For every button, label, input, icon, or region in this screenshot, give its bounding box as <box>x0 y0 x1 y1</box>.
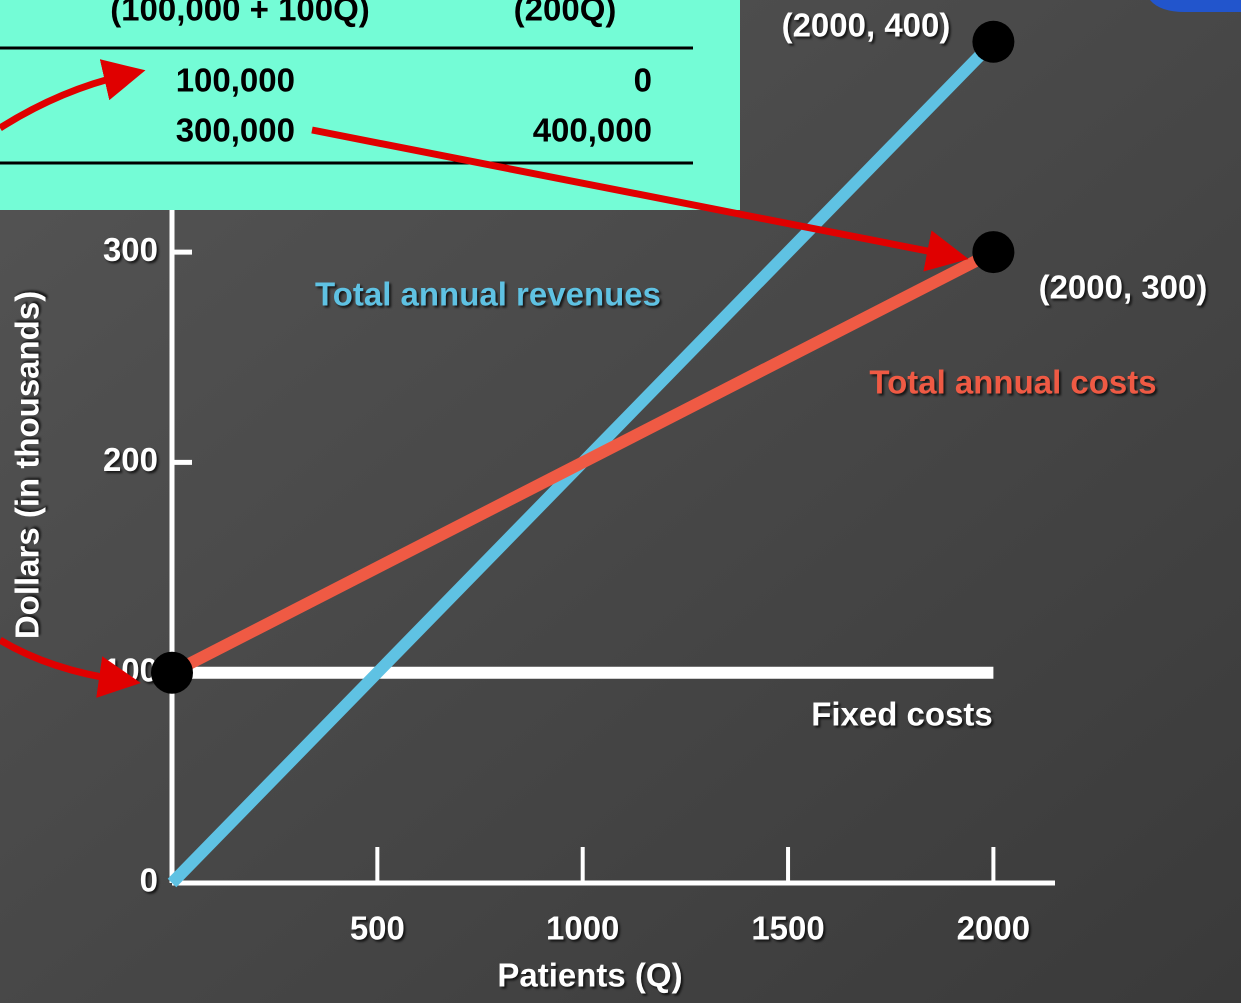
table-box <box>0 0 740 210</box>
point-label: (2000, 400) <box>782 7 951 44</box>
legend-label: Total annual revenues <box>315 276 661 313</box>
table-cell: 100,000 <box>176 62 295 99</box>
legend-label: Total annual costs <box>869 364 1156 401</box>
y-tick-label: 300 <box>103 231 158 268</box>
table-cell: 300,000 <box>176 112 295 149</box>
x-axis-title: Patients (Q) <box>497 957 682 994</box>
x-tick-label: 500 <box>350 910 405 947</box>
series-line <box>169 246 997 679</box>
data-point <box>972 231 1015 274</box>
y-tick-label: 100 <box>103 651 158 688</box>
table-header: (100,000 + 100Q) <box>110 0 370 28</box>
y-axis-title: Dollars (in thousands) <box>9 291 46 639</box>
arrow <box>0 636 141 698</box>
y-tick-label: 200 <box>103 441 158 478</box>
table-header: (200Q) <box>514 0 617 28</box>
decoration <box>1150 0 1241 12</box>
point-label: (2000, 300) <box>1039 269 1208 306</box>
y-tick-label: 0 <box>140 862 158 899</box>
x-tick-label: 1500 <box>751 910 824 947</box>
arrow <box>311 126 969 272</box>
legend-label: Fixed costs <box>811 696 993 733</box>
x-tick-label: 2000 <box>957 910 1030 947</box>
arrow <box>0 59 146 131</box>
x-tick-label: 1000 <box>546 910 619 947</box>
data-point <box>972 20 1015 63</box>
table-cell: 400,000 <box>533 112 652 149</box>
table-cell: 0 <box>634 62 652 99</box>
data-point <box>151 651 193 694</box>
